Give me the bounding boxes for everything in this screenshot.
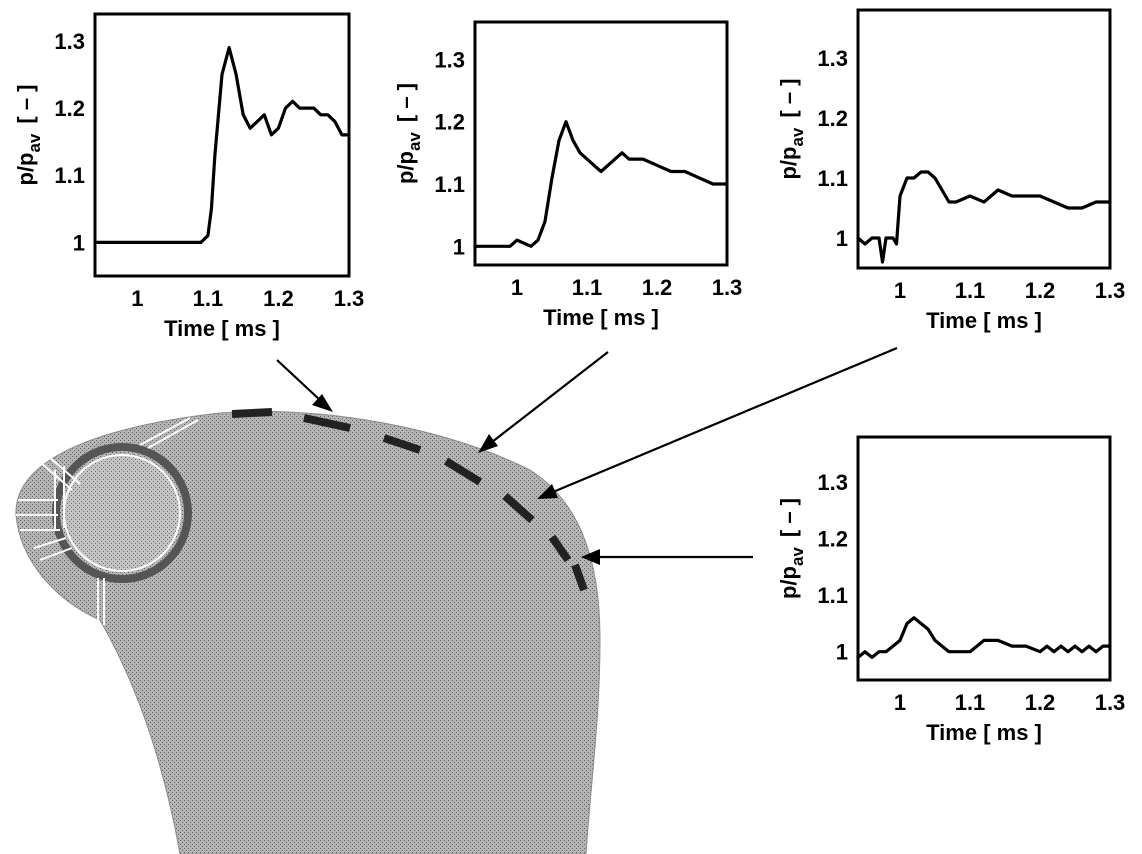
plot-frame — [93, 12, 351, 278]
pressure-plot-3: 1 1.1 1.2 1.3 1 1.1 1.2 1.3 Time [ ms ] p/pav [ – … — [776, 8, 1126, 333]
pointer-arrows — [276, 346, 898, 565]
y-tick-label: 1.1 — [434, 172, 465, 197]
y-label-unit: [ – ] — [776, 498, 801, 537]
plot-frame — [473, 20, 729, 267]
y-tick-label: 1.3 — [817, 46, 848, 71]
y-tick-label: 1 — [453, 234, 465, 259]
valve-disc — [63, 454, 181, 572]
x-tick-label: 1.3 — [334, 286, 365, 311]
pressure-trace — [473, 120, 729, 248]
x-tick-label: 1.3 — [712, 275, 743, 300]
y-label-main: p/p — [13, 153, 38, 186]
y-tick-label: 1.1 — [54, 163, 85, 188]
valve-channels — [16, 417, 199, 625]
y-tick-label: 1 — [73, 230, 85, 255]
x-tick-label: 1.1 — [193, 286, 224, 311]
arrow-2 — [478, 351, 609, 453]
y-label-subscript: av — [788, 547, 807, 566]
y-tick-label: 1 — [836, 226, 848, 251]
x-axis-label: Time [ ms ] — [543, 305, 659, 330]
pressure-trace — [93, 45, 351, 244]
y-tick-label: 1.1 — [817, 583, 848, 608]
x-tick-label: 1.2 — [1025, 690, 1056, 715]
y-tick-label: 1.3 — [54, 29, 85, 54]
pressure-plot-1: 1 1.1 1.2 1.3 1 1.1 1.2 1.3 Time [ ms ] p/pav [ – … — [13, 12, 365, 341]
arrow-3 — [537, 346, 898, 499]
y-tick-label: 1.3 — [434, 47, 465, 72]
y-tick-label: 1.2 — [434, 110, 465, 135]
x-tick-label: 1 — [894, 278, 906, 303]
y-axis-label: p/pav [ – ] — [776, 78, 807, 179]
arrow-4 — [581, 549, 753, 565]
x-axis-label: Time [ ms ] — [926, 308, 1042, 333]
arrow-1 — [276, 359, 333, 412]
y-label-subscript: av — [788, 127, 807, 146]
y-label-unit: [ – ] — [776, 78, 801, 117]
y-label-subscript: av — [25, 133, 44, 152]
y-tick-label: 1.1 — [817, 166, 848, 191]
y-label-unit: [ – ] — [393, 83, 418, 122]
x-tick-label: 1.1 — [955, 690, 986, 715]
x-tick-label: 1.1 — [572, 275, 603, 300]
x-tick-label: 1.2 — [642, 275, 673, 300]
x-tick-label: 1.2 — [1025, 278, 1056, 303]
y-tick-label: 1.2 — [54, 96, 85, 121]
sensor-dashes — [231, 408, 588, 592]
pressure-trace — [856, 170, 1112, 264]
y-label-unit: [ – ] — [13, 84, 38, 123]
y-tick-label: 1.3 — [817, 470, 848, 495]
y-tick-label: 1.2 — [817, 106, 848, 131]
pressure-plot-4: 1 1.1 1.2 1.3 1 1.1 1.2 1.3 Time [ ms ] p/pav [ – … — [776, 435, 1126, 745]
x-tick-label: 1 — [894, 690, 906, 715]
x-tick-label: 1.3 — [1095, 690, 1126, 715]
pressure-trace — [856, 616, 1112, 660]
y-label-main: p/p — [393, 151, 418, 184]
y-label-subscript: av — [405, 132, 424, 151]
x-tick-label: 1.1 — [955, 278, 986, 303]
y-axis-label: p/pav [ – ] — [393, 83, 424, 184]
x-tick-label: 1.3 — [1095, 278, 1126, 303]
y-axis-label: p/pav [ – ] — [776, 498, 807, 599]
pressure-plot-2: 1 1.1 1.2 1.3 1 1.1 1.2 1.3 Time [ ms ] p/pav [ – … — [393, 20, 743, 330]
chamber-diagram — [15, 408, 601, 854]
x-tick-label: 1 — [511, 275, 523, 300]
y-tick-label: 1.2 — [817, 527, 848, 552]
y-axis-label: p/pav [ – ] — [13, 84, 44, 185]
x-axis-label: Time [ ms ] — [164, 316, 280, 341]
x-tick-label: 1.2 — [263, 286, 294, 311]
y-label-main: p/p — [776, 566, 801, 599]
plot-frame — [856, 8, 1112, 270]
y-tick-label: 1 — [836, 640, 848, 665]
y-label-main: p/p — [776, 147, 801, 180]
x-tick-label: 1 — [131, 286, 143, 311]
x-axis-label: Time [ ms ] — [926, 720, 1042, 745]
